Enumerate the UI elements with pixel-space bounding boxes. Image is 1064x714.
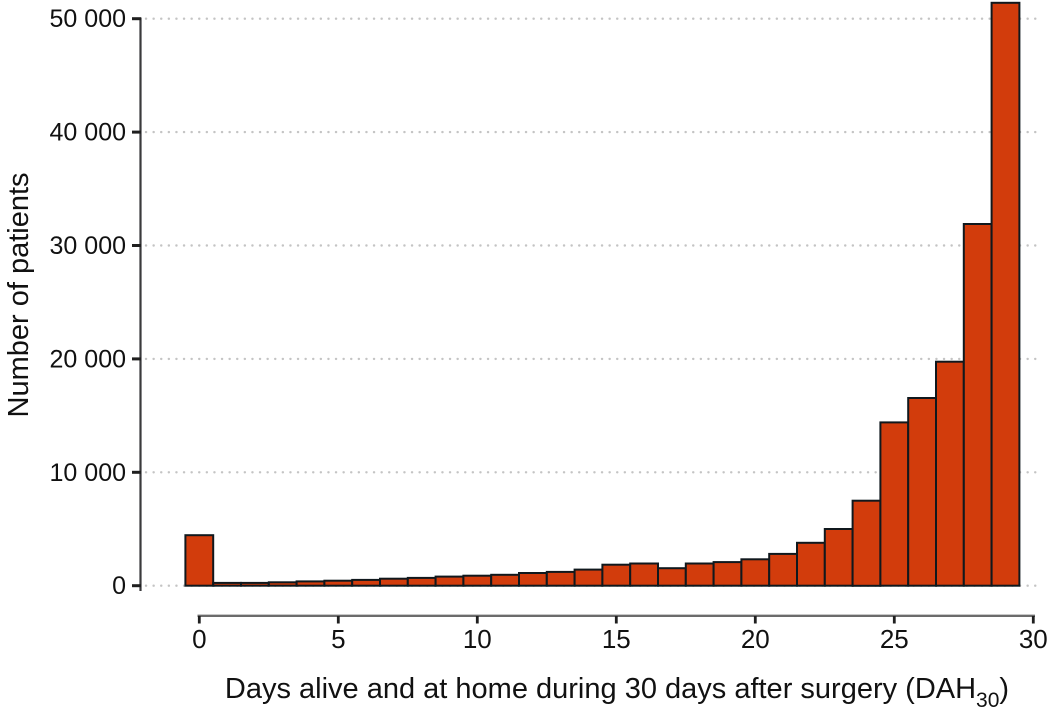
x-axis-title-main: Days alive and at home during 30 days af… [225, 673, 976, 705]
x-axis: 0 5 10 15 20 25 30 [192, 614, 1048, 654]
histogram-bar [351, 578, 382, 587]
histogram-bar [796, 541, 826, 587]
y-tick-label: 0 [112, 572, 126, 600]
histogram-bar [212, 581, 242, 587]
histogram-bar [851, 499, 882, 587]
x-axis-title-suffix: ) [999, 673, 1009, 705]
x-tick-label: 5 [331, 624, 345, 654]
y-tick-label: 40 000 [50, 119, 126, 147]
histogram-bar [184, 534, 215, 587]
histogram-bar [907, 397, 938, 587]
x-tick-label: 10 [463, 624, 492, 654]
histogram-bar [240, 581, 270, 587]
histogram-bar [295, 580, 326, 587]
histogram-bar [684, 562, 715, 587]
x-tick-label: 15 [602, 624, 631, 654]
histogram-bar [323, 579, 354, 587]
x-axis-tick-labels: 0 5 10 15 20 25 30 [192, 624, 1048, 654]
histogram-bar [657, 567, 687, 587]
histogram-bar [573, 568, 604, 587]
histogram-bar [712, 561, 743, 587]
histogram-bar [545, 570, 576, 587]
x-tick-label: 20 [741, 624, 770, 654]
y-axis-title: Number of patients [3, 172, 35, 417]
x-tick-label: 30 [1019, 624, 1048, 654]
histogram-bar [490, 573, 521, 587]
histogram-bar [935, 360, 965, 587]
y-tick-label: 30 000 [50, 232, 126, 260]
histogram-bar [434, 575, 465, 587]
x-axis-title-subscript: 30 [976, 689, 999, 712]
histogram-bar [379, 577, 409, 587]
y-tick-label: 10 000 [50, 459, 126, 487]
histogram-bar [629, 562, 660, 587]
histogram-bar [462, 574, 493, 587]
histogram-bar [406, 576, 437, 587]
histogram-bar [267, 581, 298, 587]
histogram-bar [990, 1, 1021, 587]
x-axis-title: Days alive and at home during 30 days af… [225, 673, 1009, 712]
x-axis-ticks [197, 616, 1035, 624]
histogram-bar [518, 572, 548, 587]
y-tick-label: 20 000 [50, 345, 126, 373]
histogram-bar [879, 421, 910, 587]
histogram-bars [184, 1, 1021, 587]
histogram-bar [601, 563, 632, 587]
histogram-bar [962, 223, 993, 587]
x-tick-label: 0 [192, 624, 206, 654]
histogram-bar [768, 552, 799, 587]
y-axis-ticks [132, 17, 141, 588]
x-tick-label: 25 [880, 624, 909, 654]
histogram-bar [740, 558, 771, 587]
y-axis: 0 10 000 20 000 30 000 40 000 50 000 [50, 5, 142, 600]
y-tick-label: 50 000 [50, 5, 126, 33]
y-axis-tick-labels: 0 10 000 20 000 30 000 40 000 50 000 [50, 5, 126, 600]
histogram-bar [823, 528, 854, 587]
